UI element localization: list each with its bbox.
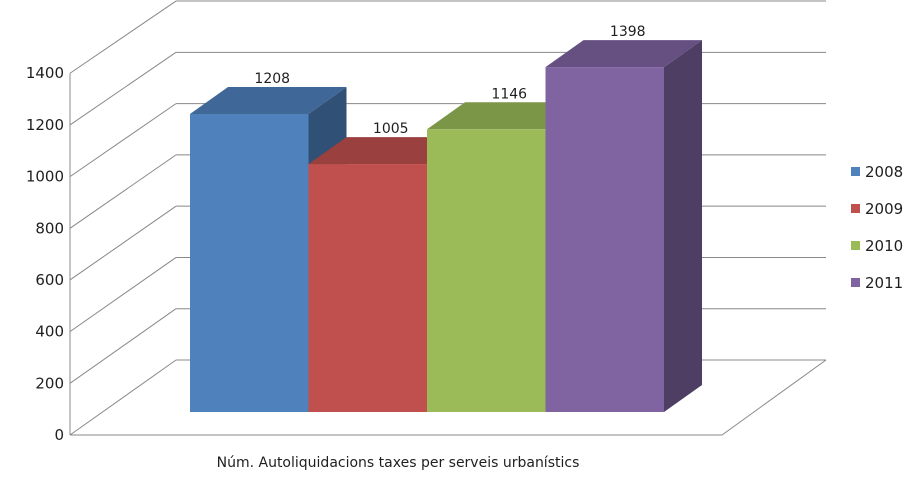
y-tick-label: 200: [35, 374, 64, 392]
bar-front-face: [308, 164, 427, 412]
gridline-side-0: [69, 359, 177, 436]
gridline-side-1400: [69, 0, 177, 74]
bar-top-face: [545, 40, 702, 68]
legend-item-2008: 2008: [851, 163, 903, 181]
legend-label: 2011: [865, 274, 903, 292]
data-label-2009: 1005: [373, 121, 409, 137]
bar-top-face: [427, 102, 584, 130]
y-tick-label: 1000: [26, 168, 64, 186]
legend-swatch: [851, 241, 860, 250]
data-label-2011: 1398: [610, 24, 646, 40]
bar-front-face: [190, 113, 309, 413]
bar-2011: [545, 40, 702, 412]
gridline-side-1000: [69, 103, 177, 178]
data-labels: 1208 1005 1146 1398: [254, 24, 645, 137]
legend-swatch: [851, 204, 860, 213]
y-tick-label: 0: [54, 426, 64, 444]
y-tick-label: 600: [35, 271, 64, 289]
legend-item-2009: 2009: [851, 200, 903, 218]
legend: 2008 2009 2010 2011: [851, 163, 903, 292]
gridline-side-200: [69, 308, 177, 384]
y-tick-label: 400: [35, 323, 64, 341]
gridline-side-600: [69, 205, 177, 281]
bar-top-face: [190, 86, 347, 114]
bar-front-face: [545, 67, 664, 412]
axes: [69, 73, 827, 436]
legend-label: 2009: [865, 200, 903, 218]
legend-swatch: [851, 167, 860, 176]
legend-item-2011: 2011: [851, 274, 903, 292]
bar-top-face: [308, 137, 465, 165]
legend-label: 2010: [865, 237, 903, 255]
y-tick-labels: 0 200 400 600 800 1000 1200 1400: [26, 64, 64, 444]
gridline-side-800: [69, 154, 177, 229]
bar-side-face: [664, 40, 702, 412]
legend-label: 2008: [865, 163, 903, 181]
legend-swatch: [851, 278, 860, 287]
gridline-side-1200: [69, 51, 177, 126]
bar-front-face: [427, 129, 546, 412]
legend-item-2010: 2010: [851, 237, 903, 255]
y-tick-label: 1400: [26, 64, 64, 82]
bars: [190, 40, 702, 413]
y-tick-label: 1200: [26, 116, 64, 134]
gridline-side-400: [69, 257, 177, 333]
y-tick-label: 800: [35, 219, 64, 237]
x-axis-title: Núm. Autoliquidacions taxes per serveis …: [217, 455, 580, 471]
data-label-2010: 1146: [491, 86, 527, 102]
data-label-2008: 1208: [254, 71, 290, 87]
